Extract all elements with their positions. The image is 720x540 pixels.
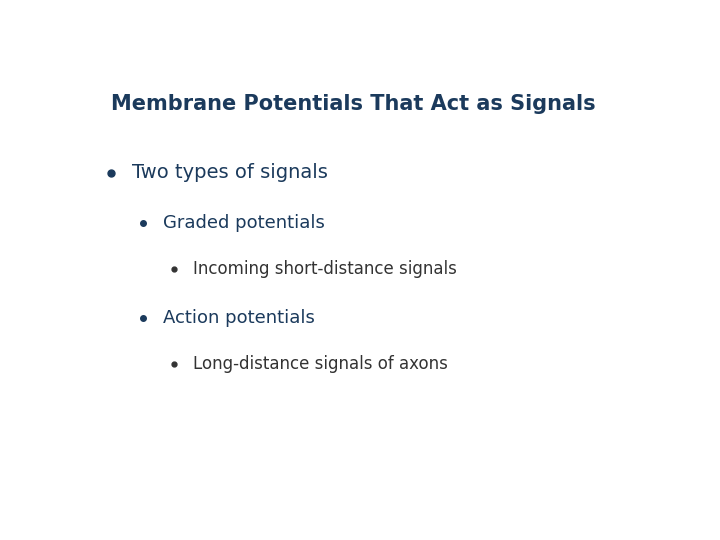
Text: Membrane Potentials That Act as Signals: Membrane Potentials That Act as Signals <box>111 94 596 114</box>
Text: Graded potentials: Graded potentials <box>163 214 325 232</box>
Text: Incoming short-distance signals: Incoming short-distance signals <box>193 260 457 278</box>
Text: Long-distance signals of axons: Long-distance signals of axons <box>193 355 448 373</box>
Text: Two types of signals: Two types of signals <box>132 164 328 183</box>
Text: Action potentials: Action potentials <box>163 309 315 327</box>
